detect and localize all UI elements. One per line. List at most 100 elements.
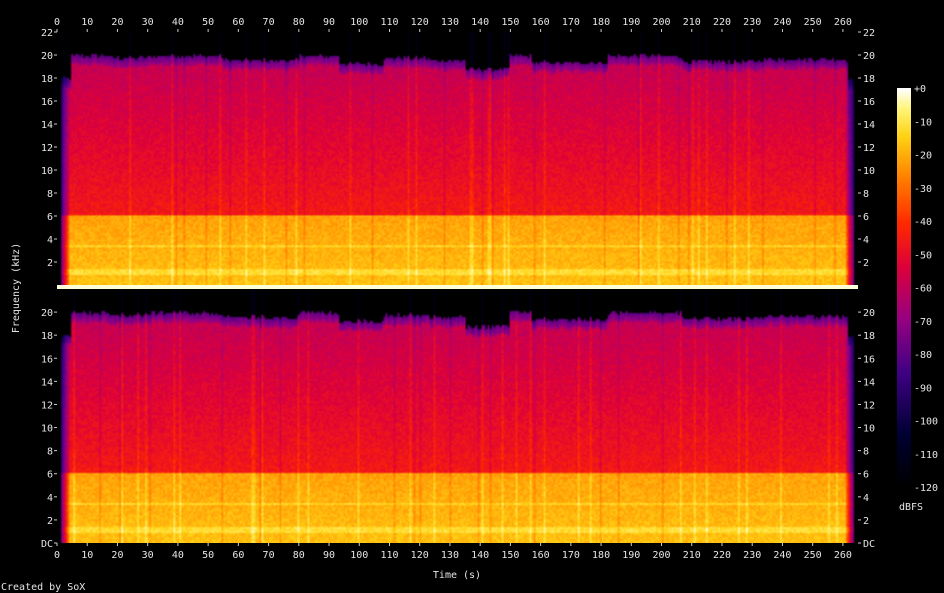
y-tick-label: 4 <box>863 235 869 246</box>
x-tick-label: 180 <box>592 550 610 561</box>
y-tick-label: 4 <box>863 493 869 504</box>
y-tick-label: DC <box>41 539 53 550</box>
y-tick-label: 16 <box>863 97 875 108</box>
x-tick-label: 120 <box>411 550 429 561</box>
y-tick-label: 14 <box>863 377 875 388</box>
y-tick-label: 22 <box>863 28 875 39</box>
x-tick-label: 110 <box>380 550 398 561</box>
y-tick-label: 8 <box>47 189 53 200</box>
x-tick-label: 210 <box>683 550 701 561</box>
colorbar-tick-label: -80 <box>914 350 932 361</box>
y-tick-label: 18 <box>41 74 53 85</box>
y-tick-label: 18 <box>41 331 53 342</box>
x-tick-label: 190 <box>622 17 640 28</box>
y-tick-label: 2 <box>863 258 869 269</box>
tick-marks <box>54 29 861 546</box>
y-tick-label: 10 <box>863 424 875 435</box>
y-tick-label: 6 <box>863 212 869 223</box>
x-tick-label: 210 <box>683 17 701 28</box>
y-tick-label: 20 <box>863 51 875 62</box>
x-tick-label: 50 <box>202 17 214 28</box>
colorbar-tick-label: -30 <box>914 184 932 195</box>
x-tick-label: 130 <box>441 17 459 28</box>
colorbar-tick-label: -70 <box>914 317 932 328</box>
x-tick-label: 40 <box>172 17 184 28</box>
x-tick-label: 250 <box>804 550 822 561</box>
x-tick-label: 60 <box>232 17 244 28</box>
colorbar <box>897 88 911 487</box>
y-tick-label: 16 <box>41 97 53 108</box>
colorbar-label: dBFS <box>899 502 923 513</box>
colorbar-tick-label: -40 <box>914 217 932 228</box>
colorbar-tick-label: -10 <box>914 117 932 128</box>
y-tick-label: 14 <box>41 377 53 388</box>
x-tick-label: 10 <box>81 17 93 28</box>
spectrogram-channel-2 <box>57 289 858 543</box>
y-tick-label: 8 <box>863 189 869 200</box>
y-tick-label: 10 <box>41 166 53 177</box>
x-tick-label: 220 <box>713 550 731 561</box>
y-tick-label: 16 <box>863 354 875 365</box>
y-axis-label: Frequency (kHz) <box>11 243 22 333</box>
x-tick-label: 180 <box>592 17 610 28</box>
x-tick-label: 170 <box>562 17 580 28</box>
x-tick-label: 50 <box>202 550 214 561</box>
y-tick-label: 6 <box>47 470 53 481</box>
y-tick-label: 12 <box>863 143 875 154</box>
colorbar-tick-label: -110 <box>914 450 938 461</box>
y-tick-label: 6 <box>863 470 869 481</box>
x-axis-label: Time (s) <box>433 570 481 581</box>
y-tick-label: 18 <box>863 331 875 342</box>
colorbar-tick-label: -60 <box>914 284 932 295</box>
colorbar-tick-label: -50 <box>914 250 932 261</box>
x-tick-label: 150 <box>501 17 519 28</box>
x-tick-label: 60 <box>232 550 244 561</box>
colorbar-tick-label: -100 <box>914 417 938 428</box>
x-tick-label: 110 <box>380 17 398 28</box>
y-tick-label: 14 <box>41 120 53 131</box>
y-tick-label: 12 <box>863 400 875 411</box>
x-tick-labels-top: 0 10 20 30 40 50 60 70 80 90 100 110 120 130 140 150 160… <box>54 17 852 28</box>
y-tick-label: 12 <box>41 400 53 411</box>
x-tick-label: 240 <box>773 550 791 561</box>
y-tick-label: 10 <box>863 166 875 177</box>
x-tick-label: 70 <box>263 17 275 28</box>
x-tick-label: 140 <box>471 17 489 28</box>
x-tick-label: 220 <box>713 17 731 28</box>
y-tick-label: 12 <box>41 143 53 154</box>
x-tick-label: 80 <box>293 550 305 561</box>
colorbar-tick-label: -90 <box>914 383 932 394</box>
x-tick-label: 20 <box>111 550 123 561</box>
y-tick-label: 8 <box>47 447 53 458</box>
y-tick-label: 2 <box>47 516 53 527</box>
y-tick-label: 20 <box>41 308 53 319</box>
x-tick-labels-bottom: 0 10 20 30 40 50 60 70 80 90 100 110 120 130 140 150 160… <box>54 550 852 561</box>
y-tick-label: 22 <box>41 28 53 39</box>
colorbar-tick-label: +0 <box>914 84 926 95</box>
y-tick-label: 4 <box>47 235 53 246</box>
y-tick-label: 16 <box>41 354 53 365</box>
x-tick-label: 200 <box>652 17 670 28</box>
colorbar-tick-labels: +0 -10 -20 -30 -40 -50 -60 -70 -80 -90 -100 -110 -12… <box>914 84 938 494</box>
y-tick-label: 8 <box>863 447 869 458</box>
x-tick-label: 70 <box>263 550 275 561</box>
x-tick-label: 100 <box>350 17 368 28</box>
x-tick-label: 90 <box>323 550 335 561</box>
x-tick-label: 160 <box>532 550 550 561</box>
x-tick-label: 230 <box>743 17 761 28</box>
y-tick-label: 20 <box>41 51 53 62</box>
channel-separator <box>57 285 858 289</box>
x-tick-label: 30 <box>142 17 154 28</box>
x-tick-label: 250 <box>804 17 822 28</box>
x-tick-label: 170 <box>562 550 580 561</box>
y-tick-label: 6 <box>47 212 53 223</box>
credit-text: Created by SoX <box>1 582 85 593</box>
x-tick-label: 200 <box>652 550 670 561</box>
colorbar-tick-label: -20 <box>914 151 932 162</box>
x-tick-label: 150 <box>501 550 519 561</box>
y-tick-label: 20 <box>863 308 875 319</box>
x-tick-label: 160 <box>532 17 550 28</box>
y-tick-label: 2 <box>863 516 869 527</box>
